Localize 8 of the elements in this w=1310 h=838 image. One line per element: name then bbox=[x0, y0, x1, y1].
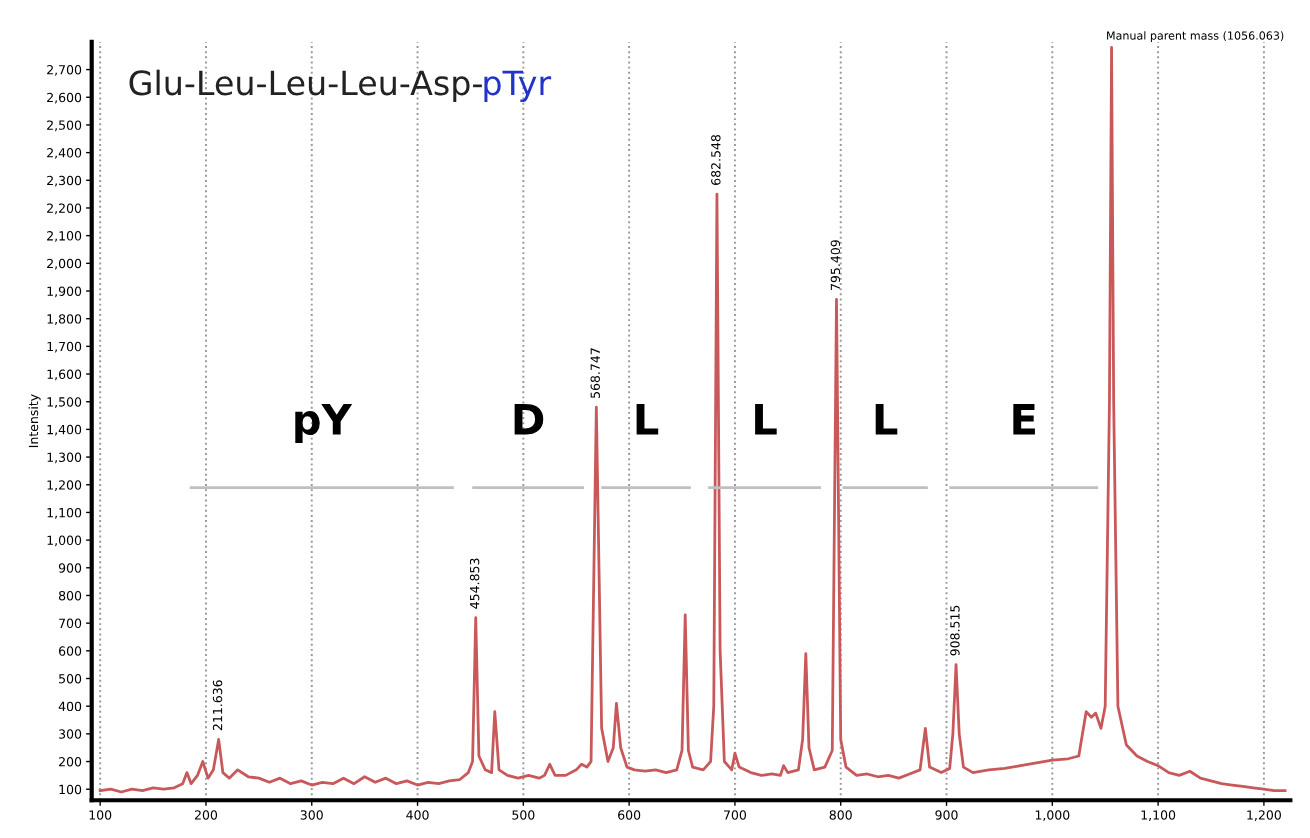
annotation: pY bbox=[295, 404, 353, 444]
annotation: L bbox=[636, 404, 659, 435]
annotation: D bbox=[514, 404, 544, 435]
annotation: L bbox=[875, 404, 898, 435]
text: Glu-Leu-Leu-Leu-Asp-pTyr bbox=[129, 69, 552, 102]
annotation: E bbox=[1013, 404, 1035, 435]
line-series bbox=[98, 46, 1287, 794]
annotation: L bbox=[755, 404, 777, 435]
